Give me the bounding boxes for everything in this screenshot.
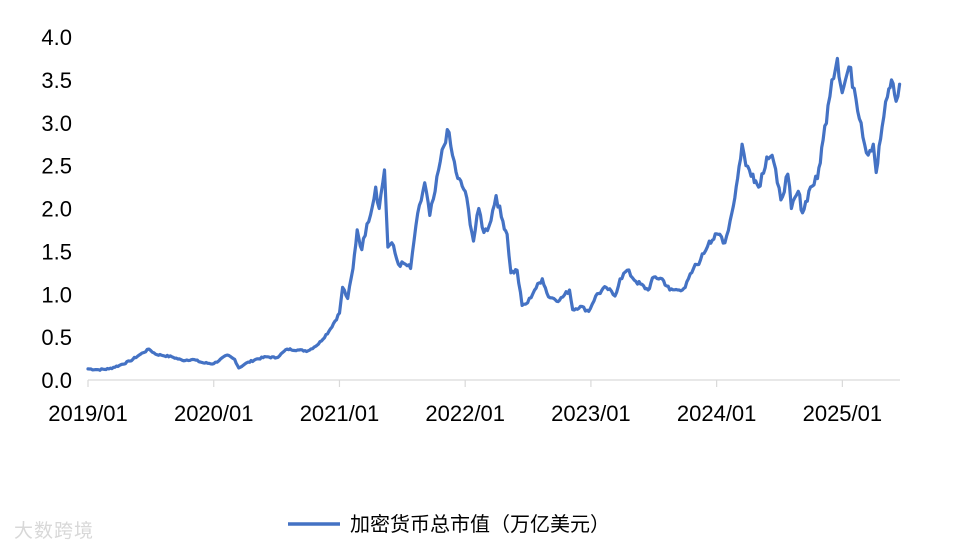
y-tick-label: 1.5 (41, 239, 72, 264)
y-tick-label: 1.0 (41, 282, 72, 307)
y-tick-label: 2.0 (41, 197, 72, 222)
y-tick-label: 4.0 (41, 25, 72, 50)
x-tick-label: 2025/01 (803, 401, 883, 426)
x-tick-label: 2022/01 (425, 401, 505, 426)
y-tick-label: 3.0 (41, 111, 72, 136)
x-axis: 2019/01 2020/01 2021/01 2022/01 2023/01 2024/… (48, 380, 882, 426)
series-line-market-cap (86, 56, 902, 372)
y-tick-label: 0.0 (41, 368, 72, 393)
legend-label: 加密货币总市值（万亿美元） (350, 512, 610, 536)
x-tick-label: 2021/01 (300, 401, 380, 426)
y-tick-label: 2.5 (41, 154, 72, 179)
y-tick-label: 0.5 (41, 325, 72, 350)
x-tick-label: 2024/01 (677, 401, 757, 426)
y-tick-label: 3.5 (41, 68, 72, 93)
x-tick-label: 2019/01 (48, 401, 128, 426)
legend: 加密货币总市值（万亿美元） (288, 512, 610, 536)
y-axis: 0.0 0.5 1.0 1.5 2.0 2.5 3.0 3.5 4.0 (41, 25, 72, 393)
x-tick-label: 2020/01 (174, 401, 254, 426)
watermark: 大数跨境 (14, 520, 95, 542)
x-tick-label: 2023/01 (551, 401, 631, 426)
